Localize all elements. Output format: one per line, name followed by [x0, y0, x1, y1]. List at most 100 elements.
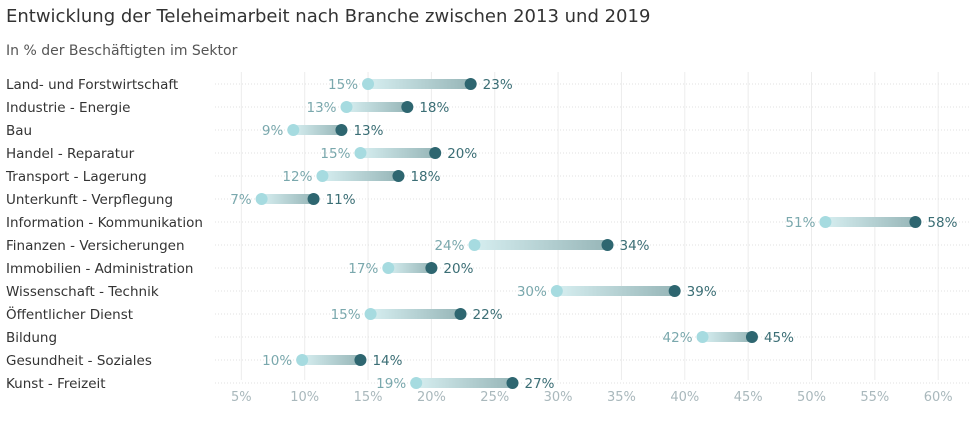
start-point: [362, 78, 375, 90]
start-point: [550, 285, 563, 297]
start-label: 12%: [282, 169, 312, 185]
end-label: 22%: [473, 307, 503, 323]
dumbbell-bar: [825, 217, 916, 227]
start-label: 15%: [328, 77, 358, 93]
start-point: [382, 262, 395, 274]
end-point: [506, 377, 519, 389]
x-tick-label: 40%: [670, 390, 699, 405]
end-point: [335, 124, 348, 136]
dumbbell-bar: [293, 125, 342, 135]
dumbbell-bar: [556, 286, 675, 296]
category-label: Kunst - Freizeit: [6, 376, 106, 392]
category-label: Land- und Forstwirtschaft: [6, 77, 178, 93]
start-label: 15%: [331, 307, 361, 323]
x-tick-label: 25%: [480, 390, 509, 405]
end-point: [354, 354, 367, 366]
start-point: [696, 331, 709, 343]
start-label: 13%: [306, 100, 336, 116]
start-point: [340, 101, 353, 113]
end-label: 45%: [764, 330, 794, 346]
start-label: 42%: [663, 330, 693, 346]
x-tick-label: 55%: [860, 390, 889, 405]
category-label: Öffentlicher Dienst: [6, 305, 133, 323]
end-label: 58%: [927, 215, 957, 231]
category-label: Wissenschaft - Technik: [6, 284, 159, 300]
end-label: 27%: [524, 376, 554, 392]
x-tick-label: 30%: [544, 390, 573, 405]
chart-subtitle: In % der Beschäftigten im Sektor: [6, 43, 238, 59]
dumbbell-bar: [702, 332, 752, 342]
start-label: 7%: [230, 192, 252, 208]
dumbbell-bar: [474, 240, 608, 250]
category-label: Finanzen - Versicherungen: [6, 238, 185, 254]
end-label: 14%: [372, 353, 402, 369]
dumbbell-bar: [302, 355, 361, 365]
end-point: [668, 285, 681, 297]
end-label: 20%: [443, 261, 473, 277]
x-tick-label: 45%: [734, 390, 763, 405]
category-label: Transport - Lagerung: [5, 169, 147, 185]
end-label: 20%: [447, 146, 477, 162]
end-point: [401, 101, 414, 113]
start-point: [354, 147, 367, 159]
start-point: [410, 377, 423, 389]
x-tick-label: 35%: [607, 390, 636, 405]
category-label: Handel - Reparatur: [6, 146, 135, 162]
end-label: 18%: [419, 100, 449, 116]
dumbbell-bar: [388, 263, 432, 273]
end-point: [909, 216, 922, 228]
end-point: [454, 308, 467, 320]
x-tick-label: 15%: [354, 390, 383, 405]
start-point: [287, 124, 300, 136]
chart-title: Entwicklung der Teleheimarbeit nach Bran…: [6, 6, 651, 27]
start-label: 24%: [434, 238, 464, 254]
category-label: Bildung: [6, 330, 57, 346]
start-label: 51%: [785, 215, 815, 231]
x-tick-label: 5%: [231, 390, 252, 405]
dumbbell-bar: [360, 148, 436, 158]
dumbbell-bar: [322, 171, 399, 181]
category-label: Information - Kommunikation: [6, 215, 203, 231]
start-label: 9%: [262, 123, 284, 139]
start-label: 19%: [376, 376, 406, 392]
start-point: [364, 308, 377, 320]
dumbbell-bar: [346, 102, 408, 112]
x-tick-label: 20%: [417, 390, 446, 405]
start-label: 30%: [517, 284, 547, 300]
end-point: [745, 331, 758, 343]
x-tick-label: 60%: [924, 390, 953, 405]
start-label: 15%: [320, 146, 350, 162]
category-label: Gesundheit - Soziales: [6, 353, 152, 369]
category-label: Industrie - Energie: [6, 100, 130, 116]
category-label: Unterkunft - Verpflegung: [6, 192, 173, 208]
end-label: 13%: [353, 123, 383, 139]
dumbbell-bar: [368, 79, 471, 89]
end-point: [425, 262, 438, 274]
x-tick-label: 10%: [290, 390, 319, 405]
start-point: [255, 193, 268, 205]
dumbbell-bar: [370, 309, 461, 319]
start-point: [316, 170, 329, 182]
end-point: [601, 239, 614, 251]
end-label: 18%: [410, 169, 440, 185]
start-point: [468, 239, 481, 251]
start-point: [296, 354, 309, 366]
start-label: 10%: [262, 353, 292, 369]
end-label: 23%: [483, 77, 513, 93]
end-label: 11%: [326, 192, 356, 208]
start-point: [819, 216, 832, 228]
dumbbell-bar: [261, 194, 314, 204]
start-label: 17%: [348, 261, 378, 277]
end-point: [392, 170, 405, 182]
category-label: Immobilien - Administration: [6, 261, 193, 277]
end-label: 39%: [687, 284, 717, 300]
dumbbell-bar: [416, 378, 513, 388]
end-point: [429, 147, 442, 159]
category-label: Bau: [6, 123, 32, 139]
x-tick-label: 50%: [797, 390, 826, 405]
end-label: 34%: [620, 238, 650, 254]
end-point: [464, 78, 477, 90]
end-point: [307, 193, 320, 205]
